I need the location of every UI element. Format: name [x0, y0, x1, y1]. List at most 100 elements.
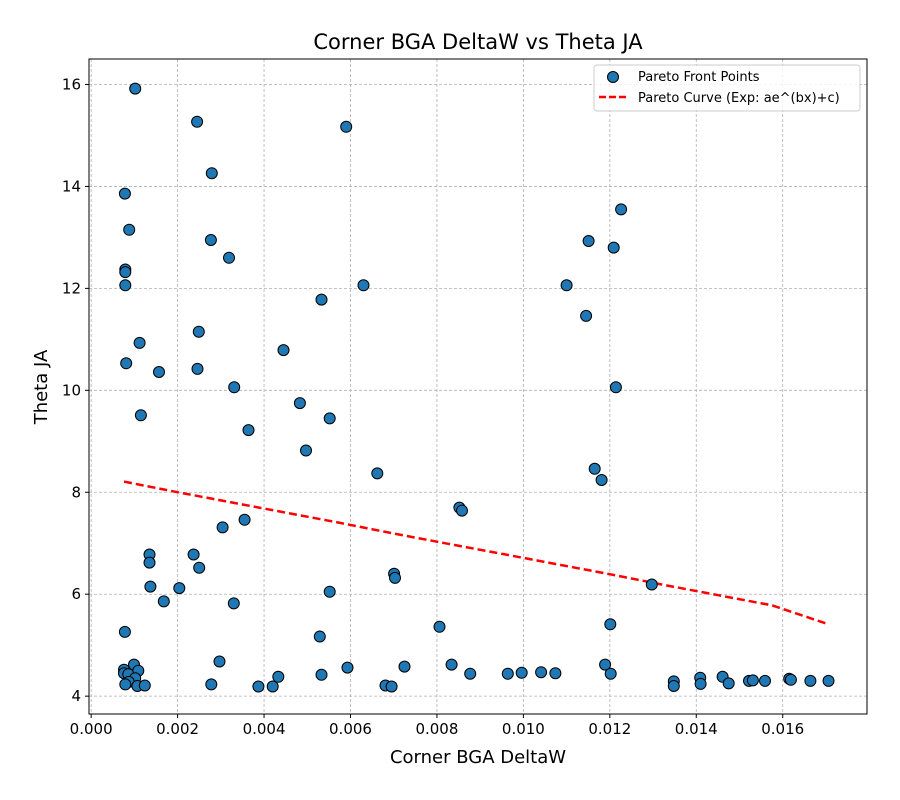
pareto-point	[515, 666, 528, 679]
y-tick-label: 4	[71, 687, 81, 705]
pareto-point	[191, 115, 204, 128]
pareto-point	[228, 381, 241, 394]
pareto-point	[464, 667, 477, 680]
legend-marker-points	[607, 71, 619, 83]
pareto-point	[604, 667, 617, 680]
x-tick-label: 0.008	[415, 720, 458, 738]
pareto-point	[357, 279, 370, 292]
pareto-point	[694, 677, 707, 690]
legend-label-points: Pareto Front Points	[638, 70, 760, 85]
pareto-point	[588, 462, 601, 475]
pareto-point	[746, 674, 759, 687]
pareto-curve-layer	[123, 480, 829, 626]
pareto-point	[213, 655, 226, 668]
pareto-point	[238, 513, 251, 526]
pareto-point	[143, 556, 156, 569]
pareto-point	[535, 666, 548, 679]
pareto-point	[227, 597, 240, 610]
pareto-point	[313, 630, 326, 643]
pareto-point	[615, 203, 628, 216]
pareto-point	[784, 673, 797, 686]
x-tick-label: 0.006	[329, 720, 372, 738]
x-axis-ticks: 0.000 0.002 0.004 0.006 0.008 0.010 0.012 0.014…	[70, 714, 804, 738]
scatter-points-layer	[118, 82, 835, 693]
y-tick-label: 8	[71, 483, 81, 501]
x-tick-label: 0.014	[675, 720, 718, 738]
pareto-point	[119, 266, 132, 279]
pareto-point	[722, 677, 735, 690]
y-tick-label: 6	[71, 585, 81, 603]
chart-title: Corner BGA DeltaW vs Theta JA	[313, 30, 643, 54]
pareto-point	[323, 585, 336, 598]
x-axis-label: Corner BGA DeltaW	[390, 747, 566, 768]
pareto-point	[804, 674, 817, 687]
pareto-point	[119, 678, 132, 691]
pareto-point	[153, 366, 165, 378]
x-tick-label: 0.002	[156, 720, 199, 738]
pareto-point	[580, 309, 593, 322]
pareto-point	[223, 251, 235, 264]
pareto-point	[134, 409, 147, 422]
pareto-point	[205, 167, 218, 180]
pareto-point	[138, 679, 151, 692]
y-axis-ticks: 4 6 8 10 12 14 16	[62, 75, 89, 705]
pareto-point	[118, 187, 131, 200]
pareto-point	[157, 595, 170, 608]
pareto-point	[266, 680, 279, 693]
pareto-point	[191, 362, 204, 375]
pareto-point	[193, 561, 206, 574]
pareto-point	[371, 467, 384, 480]
pareto-point	[205, 678, 218, 691]
y-axis-label: Theta JA	[31, 349, 52, 425]
pareto-point	[118, 625, 131, 638]
pareto-point	[667, 680, 680, 692]
x-tick-label: 0.000	[70, 720, 113, 738]
pareto-point	[389, 571, 401, 584]
pareto-point	[242, 424, 255, 437]
pareto-point	[216, 521, 229, 534]
pareto-point	[120, 357, 133, 370]
pareto-point	[323, 412, 336, 425]
pareto-point	[595, 474, 608, 486]
legend: Pareto Front Points Pareto Curve (Exp: a…	[593, 64, 861, 112]
pareto-point	[187, 548, 200, 561]
x-tick-label: 0.012	[588, 720, 631, 738]
pareto-point	[604, 618, 617, 631]
pareto-point	[549, 667, 562, 680]
plot-frame	[88, 58, 868, 715]
pareto-point	[433, 620, 446, 633]
pareto-point	[204, 234, 217, 246]
pareto-point	[300, 444, 312, 457]
y-tick-label: 16	[62, 75, 81, 93]
pareto-point	[398, 660, 411, 673]
pareto-point	[501, 667, 514, 680]
pareto-point	[609, 381, 622, 394]
pareto-point	[759, 674, 771, 687]
pareto-point	[315, 668, 328, 681]
x-tick-label: 0.010	[502, 720, 545, 738]
x-tick-label: 0.004	[243, 720, 286, 738]
pareto-point	[192, 325, 205, 338]
pareto-point	[340, 120, 353, 133]
pareto-point	[315, 293, 328, 306]
pareto-point	[272, 670, 285, 683]
y-tick-label: 12	[62, 279, 81, 297]
pareto-point	[607, 241, 620, 254]
pareto-point	[293, 397, 306, 410]
pareto-point	[445, 658, 458, 671]
pareto-point	[133, 336, 146, 349]
pareto-point	[144, 580, 157, 593]
pareto-point	[119, 279, 132, 292]
pareto-point	[277, 344, 290, 357]
pareto-point	[252, 680, 265, 693]
x-tick-label: 0.016	[761, 720, 804, 738]
legend-box	[593, 64, 861, 112]
pareto-point	[822, 674, 835, 687]
pareto-point	[645, 578, 658, 591]
pareto-point	[582, 235, 595, 247]
pareto-point	[173, 582, 186, 595]
pareto-point	[129, 82, 142, 95]
legend-label-curve: Pareto Curve (Exp: ae^(bx)+c)	[638, 91, 840, 106]
pareto-point	[385, 680, 398, 693]
